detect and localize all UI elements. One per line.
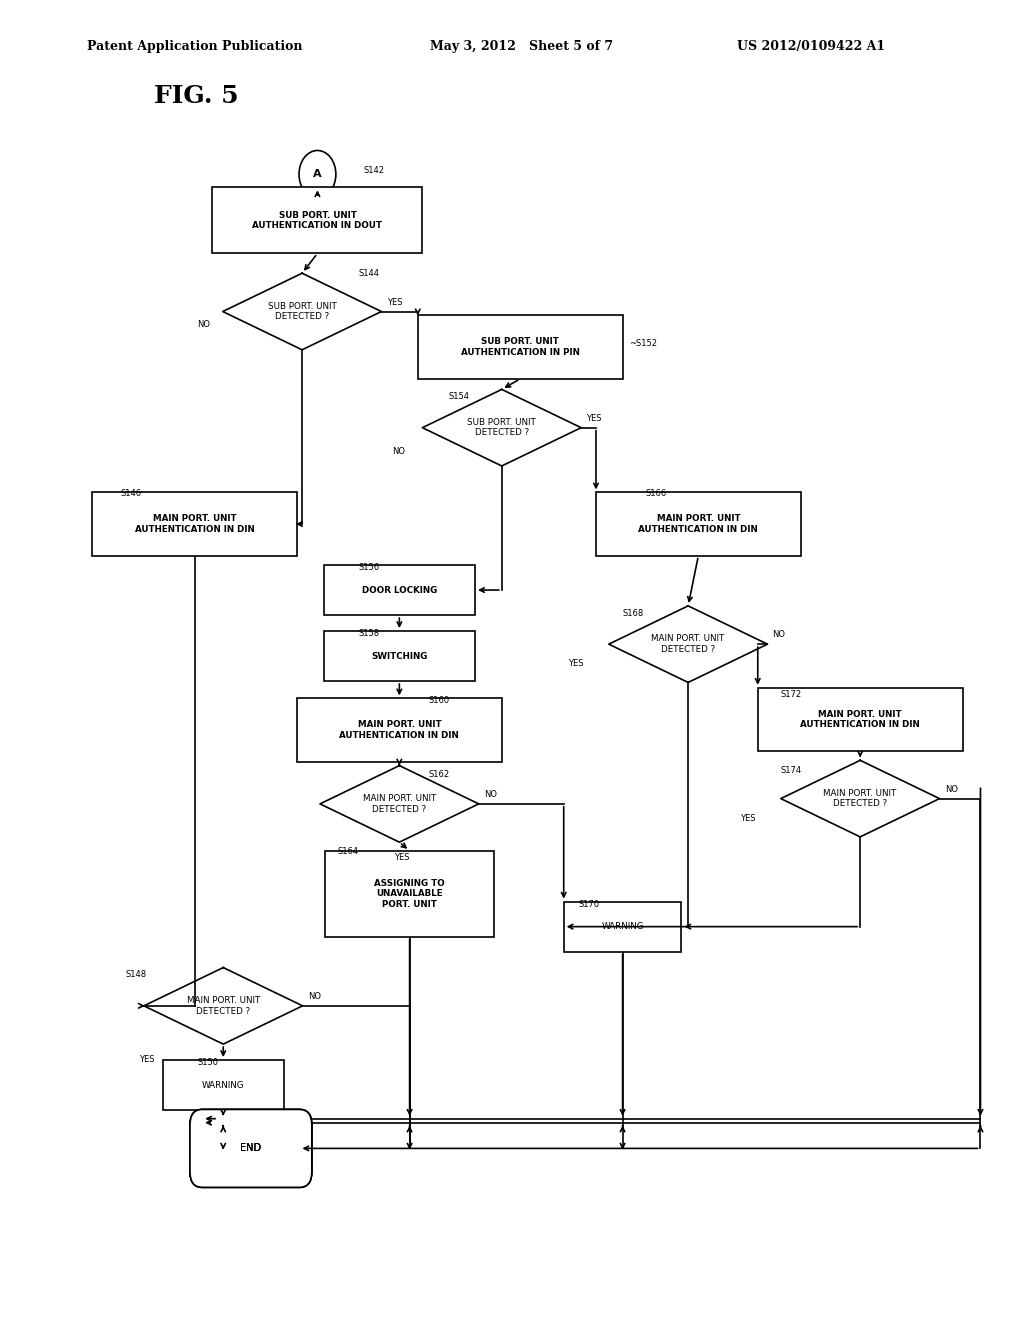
Text: YES: YES <box>739 814 756 822</box>
Polygon shape <box>319 766 479 842</box>
Polygon shape <box>780 760 940 837</box>
FancyBboxPatch shape <box>596 492 801 556</box>
Text: END: END <box>241 1143 261 1154</box>
Text: S172: S172 <box>780 690 802 698</box>
FancyBboxPatch shape <box>190 1109 311 1188</box>
Text: S168: S168 <box>623 610 644 618</box>
FancyBboxPatch shape <box>190 1109 311 1188</box>
Text: MAIN PORT. UNIT
DETECTED ?: MAIN PORT. UNIT DETECTED ? <box>186 997 260 1015</box>
Text: FIG. 5: FIG. 5 <box>154 84 239 108</box>
Text: YES: YES <box>387 298 402 306</box>
FancyBboxPatch shape <box>758 688 963 751</box>
Polygon shape <box>222 273 381 350</box>
Text: S144: S144 <box>358 269 380 277</box>
Text: MAIN PORT. UNIT
AUTHENTICATION IN DIN: MAIN PORT. UNIT AUTHENTICATION IN DIN <box>340 721 459 739</box>
Text: MAIN PORT. UNIT
AUTHENTICATION IN DIN: MAIN PORT. UNIT AUTHENTICATION IN DIN <box>639 515 758 533</box>
FancyBboxPatch shape <box>213 187 422 253</box>
Text: NO: NO <box>307 993 321 1001</box>
Text: SWITCHING: SWITCHING <box>371 652 428 660</box>
Text: MAIN PORT. UNIT
DETECTED ?: MAIN PORT. UNIT DETECTED ? <box>651 635 725 653</box>
Text: NO: NO <box>484 791 497 799</box>
Text: S142: S142 <box>364 166 385 174</box>
Text: YES: YES <box>586 414 602 422</box>
Text: MAIN PORT. UNIT
DETECTED ?: MAIN PORT. UNIT DETECTED ? <box>362 795 436 813</box>
FancyBboxPatch shape <box>418 315 623 379</box>
Text: S150: S150 <box>198 1059 219 1067</box>
FancyBboxPatch shape <box>563 902 682 952</box>
Text: A: A <box>313 169 322 180</box>
Text: S156: S156 <box>358 564 380 572</box>
Text: S158: S158 <box>358 630 380 638</box>
Text: SUB PORT. UNIT
DETECTED ?: SUB PORT. UNIT DETECTED ? <box>267 302 337 321</box>
Text: MAIN PORT. UNIT
AUTHENTICATION IN DIN: MAIN PORT. UNIT AUTHENTICATION IN DIN <box>135 515 254 533</box>
Circle shape <box>299 150 336 198</box>
Text: S146: S146 <box>121 490 142 498</box>
Polygon shape <box>608 606 768 682</box>
Text: END: END <box>241 1143 261 1154</box>
Polygon shape <box>143 968 303 1044</box>
Text: US 2012/0109422 A1: US 2012/0109422 A1 <box>737 40 886 53</box>
Text: DOOR LOCKING: DOOR LOCKING <box>361 586 437 594</box>
Text: MAIN PORT. UNIT
AUTHENTICATION IN DIN: MAIN PORT. UNIT AUTHENTICATION IN DIN <box>801 710 920 729</box>
Text: MAIN PORT. UNIT
DETECTED ?: MAIN PORT. UNIT DETECTED ? <box>823 789 897 808</box>
Text: Patent Application Publication: Patent Application Publication <box>87 40 302 53</box>
Text: S170: S170 <box>579 900 600 908</box>
Text: S164: S164 <box>338 847 359 855</box>
FancyBboxPatch shape <box>324 631 475 681</box>
FancyBboxPatch shape <box>326 851 495 937</box>
Text: SUB PORT. UNIT
AUTHENTICATION IN DOUT: SUB PORT. UNIT AUTHENTICATION IN DOUT <box>253 211 382 230</box>
FancyBboxPatch shape <box>163 1060 284 1110</box>
Text: NO: NO <box>944 785 957 793</box>
FancyBboxPatch shape <box>324 565 475 615</box>
Text: May 3, 2012   Sheet 5 of 7: May 3, 2012 Sheet 5 of 7 <box>430 40 613 53</box>
Text: WARNING: WARNING <box>202 1081 245 1089</box>
Text: S166: S166 <box>645 490 667 498</box>
Text: END: END <box>241 1143 261 1154</box>
Text: S148: S148 <box>126 970 147 978</box>
Text: SUB PORT. UNIT
DETECTED ?: SUB PORT. UNIT DETECTED ? <box>467 418 537 437</box>
Text: NO: NO <box>197 321 210 329</box>
FancyBboxPatch shape <box>297 698 502 762</box>
FancyBboxPatch shape <box>92 492 297 556</box>
Text: YES: YES <box>394 854 410 862</box>
Text: NO: NO <box>391 447 404 455</box>
Text: ~S152: ~S152 <box>629 339 656 347</box>
Text: YES: YES <box>139 1056 155 1064</box>
Text: ASSIGNING TO
UNAVAILABLE
PORT. UNIT: ASSIGNING TO UNAVAILABLE PORT. UNIT <box>374 879 445 908</box>
Text: S174: S174 <box>780 767 802 775</box>
Polygon shape <box>422 389 582 466</box>
Text: NO: NO <box>773 631 785 639</box>
Text: S162: S162 <box>428 771 450 779</box>
FancyBboxPatch shape <box>190 1109 311 1188</box>
Text: S160: S160 <box>428 697 450 705</box>
Text: S154: S154 <box>449 392 470 400</box>
Text: SUB PORT. UNIT
AUTHENTICATION IN PIN: SUB PORT. UNIT AUTHENTICATION IN PIN <box>461 338 580 356</box>
Text: YES: YES <box>567 660 584 668</box>
Text: WARNING: WARNING <box>601 923 644 931</box>
